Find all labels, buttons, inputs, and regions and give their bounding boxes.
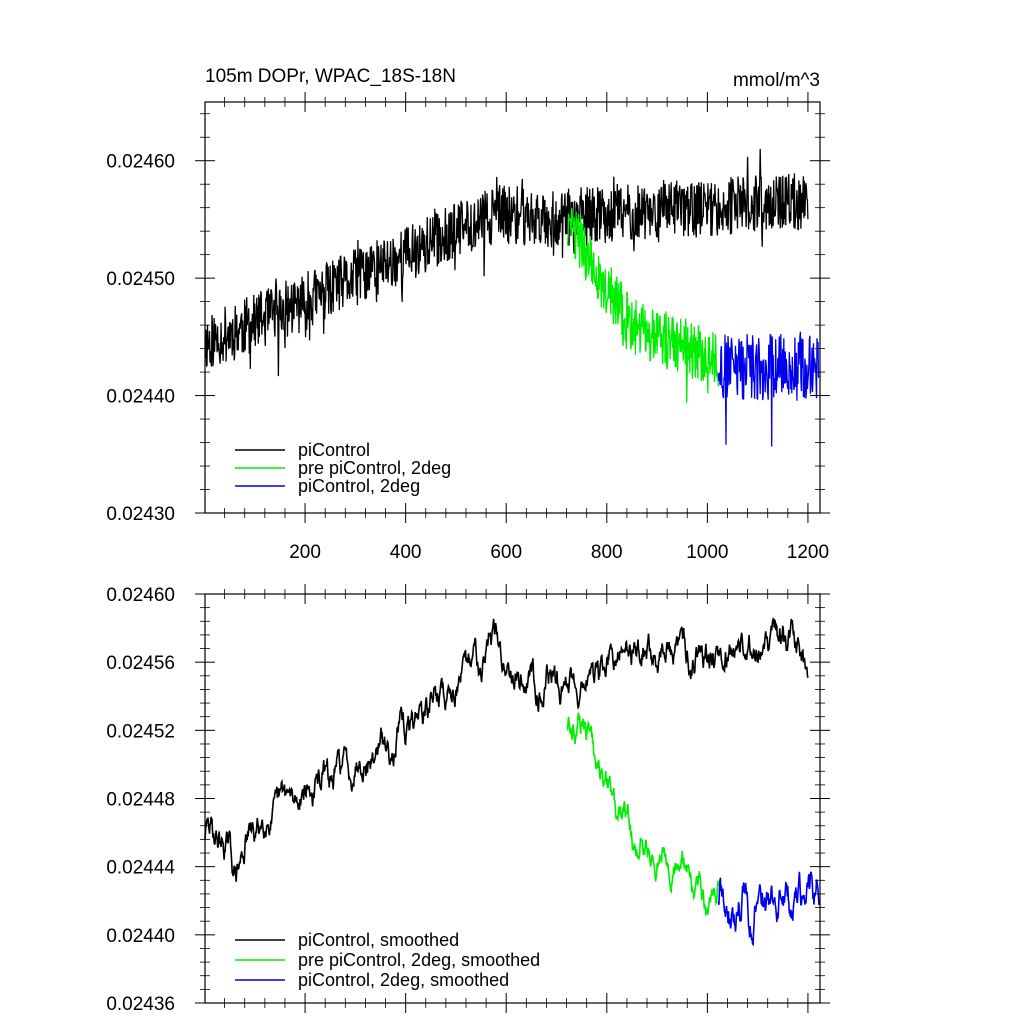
legend-label: piControl, 2deg, smoothed (298, 970, 509, 990)
legend-label: piControl, 2deg (298, 476, 420, 496)
series-line-picontrol (204, 148, 809, 377)
x-tick-label: 1000 (686, 542, 728, 563)
legend-label: pre piControl, 2deg (298, 458, 451, 478)
y-tick-label: 0.02430 (106, 504, 175, 525)
y-tick-label: 0.02440 (106, 387, 175, 408)
y-tick-label: 0.02452 (106, 721, 175, 742)
top-panel: 105m DOPr, WPAC_18S-18N mmol/m^3 200 400 6… (106, 66, 830, 563)
legend-label: piControl, smoothed (298, 930, 459, 950)
y-tick-label: 0.02460 (106, 585, 175, 606)
y-tick-label: 0.02436 (106, 994, 175, 1015)
bottom-tick-group: 0.02436 0.02440 0.02444 0.02448 0.02452 0.024… (106, 584, 830, 1015)
series-line-picontrol-2deg-smoothed (717, 871, 820, 947)
x-tick-label: 600 (490, 542, 522, 563)
series-line-picontrol-2deg (717, 331, 820, 447)
y-tick-label: 0.02444 (106, 858, 175, 879)
legend-label: pre piControl, 2deg, smoothed (298, 950, 540, 970)
x-tick-label: 800 (591, 542, 623, 563)
top-series-group (204, 148, 820, 447)
y-tick-label: 0.02456 (106, 653, 175, 674)
top-tick-group: 200 400 600 800 1000 1200 0.02430 0.02440 0.0245… (106, 92, 830, 563)
series-line-pre-picontrol-2deg (566, 207, 720, 403)
bottom-panel: 0.02436 0.02440 0.02444 0.02448 0.02452 0.024… (106, 584, 830, 1015)
y-tick-label: 0.02460 (106, 152, 175, 173)
bottom-series-group (204, 616, 820, 947)
y-tick-label: 0.02448 (106, 790, 175, 811)
x-tick-label: 200 (289, 542, 321, 563)
legend-label: piControl (298, 440, 370, 460)
y-tick-label: 0.02450 (106, 269, 175, 290)
top-units: mmol/m^3 (733, 70, 820, 91)
x-tick-label: 1200 (787, 542, 829, 563)
bottom-plot-frame (204, 593, 821, 1004)
top-title: 105m DOPr, WPAC_18S-18N (205, 66, 456, 87)
y-tick-label: 0.02440 (106, 926, 175, 947)
top-plot-frame (204, 101, 821, 514)
x-tick-label: 400 (390, 542, 422, 563)
series-line-pre-picontrol-2deg-smoothed (566, 711, 720, 916)
series-line-picontrol-smoothed (204, 616, 809, 882)
